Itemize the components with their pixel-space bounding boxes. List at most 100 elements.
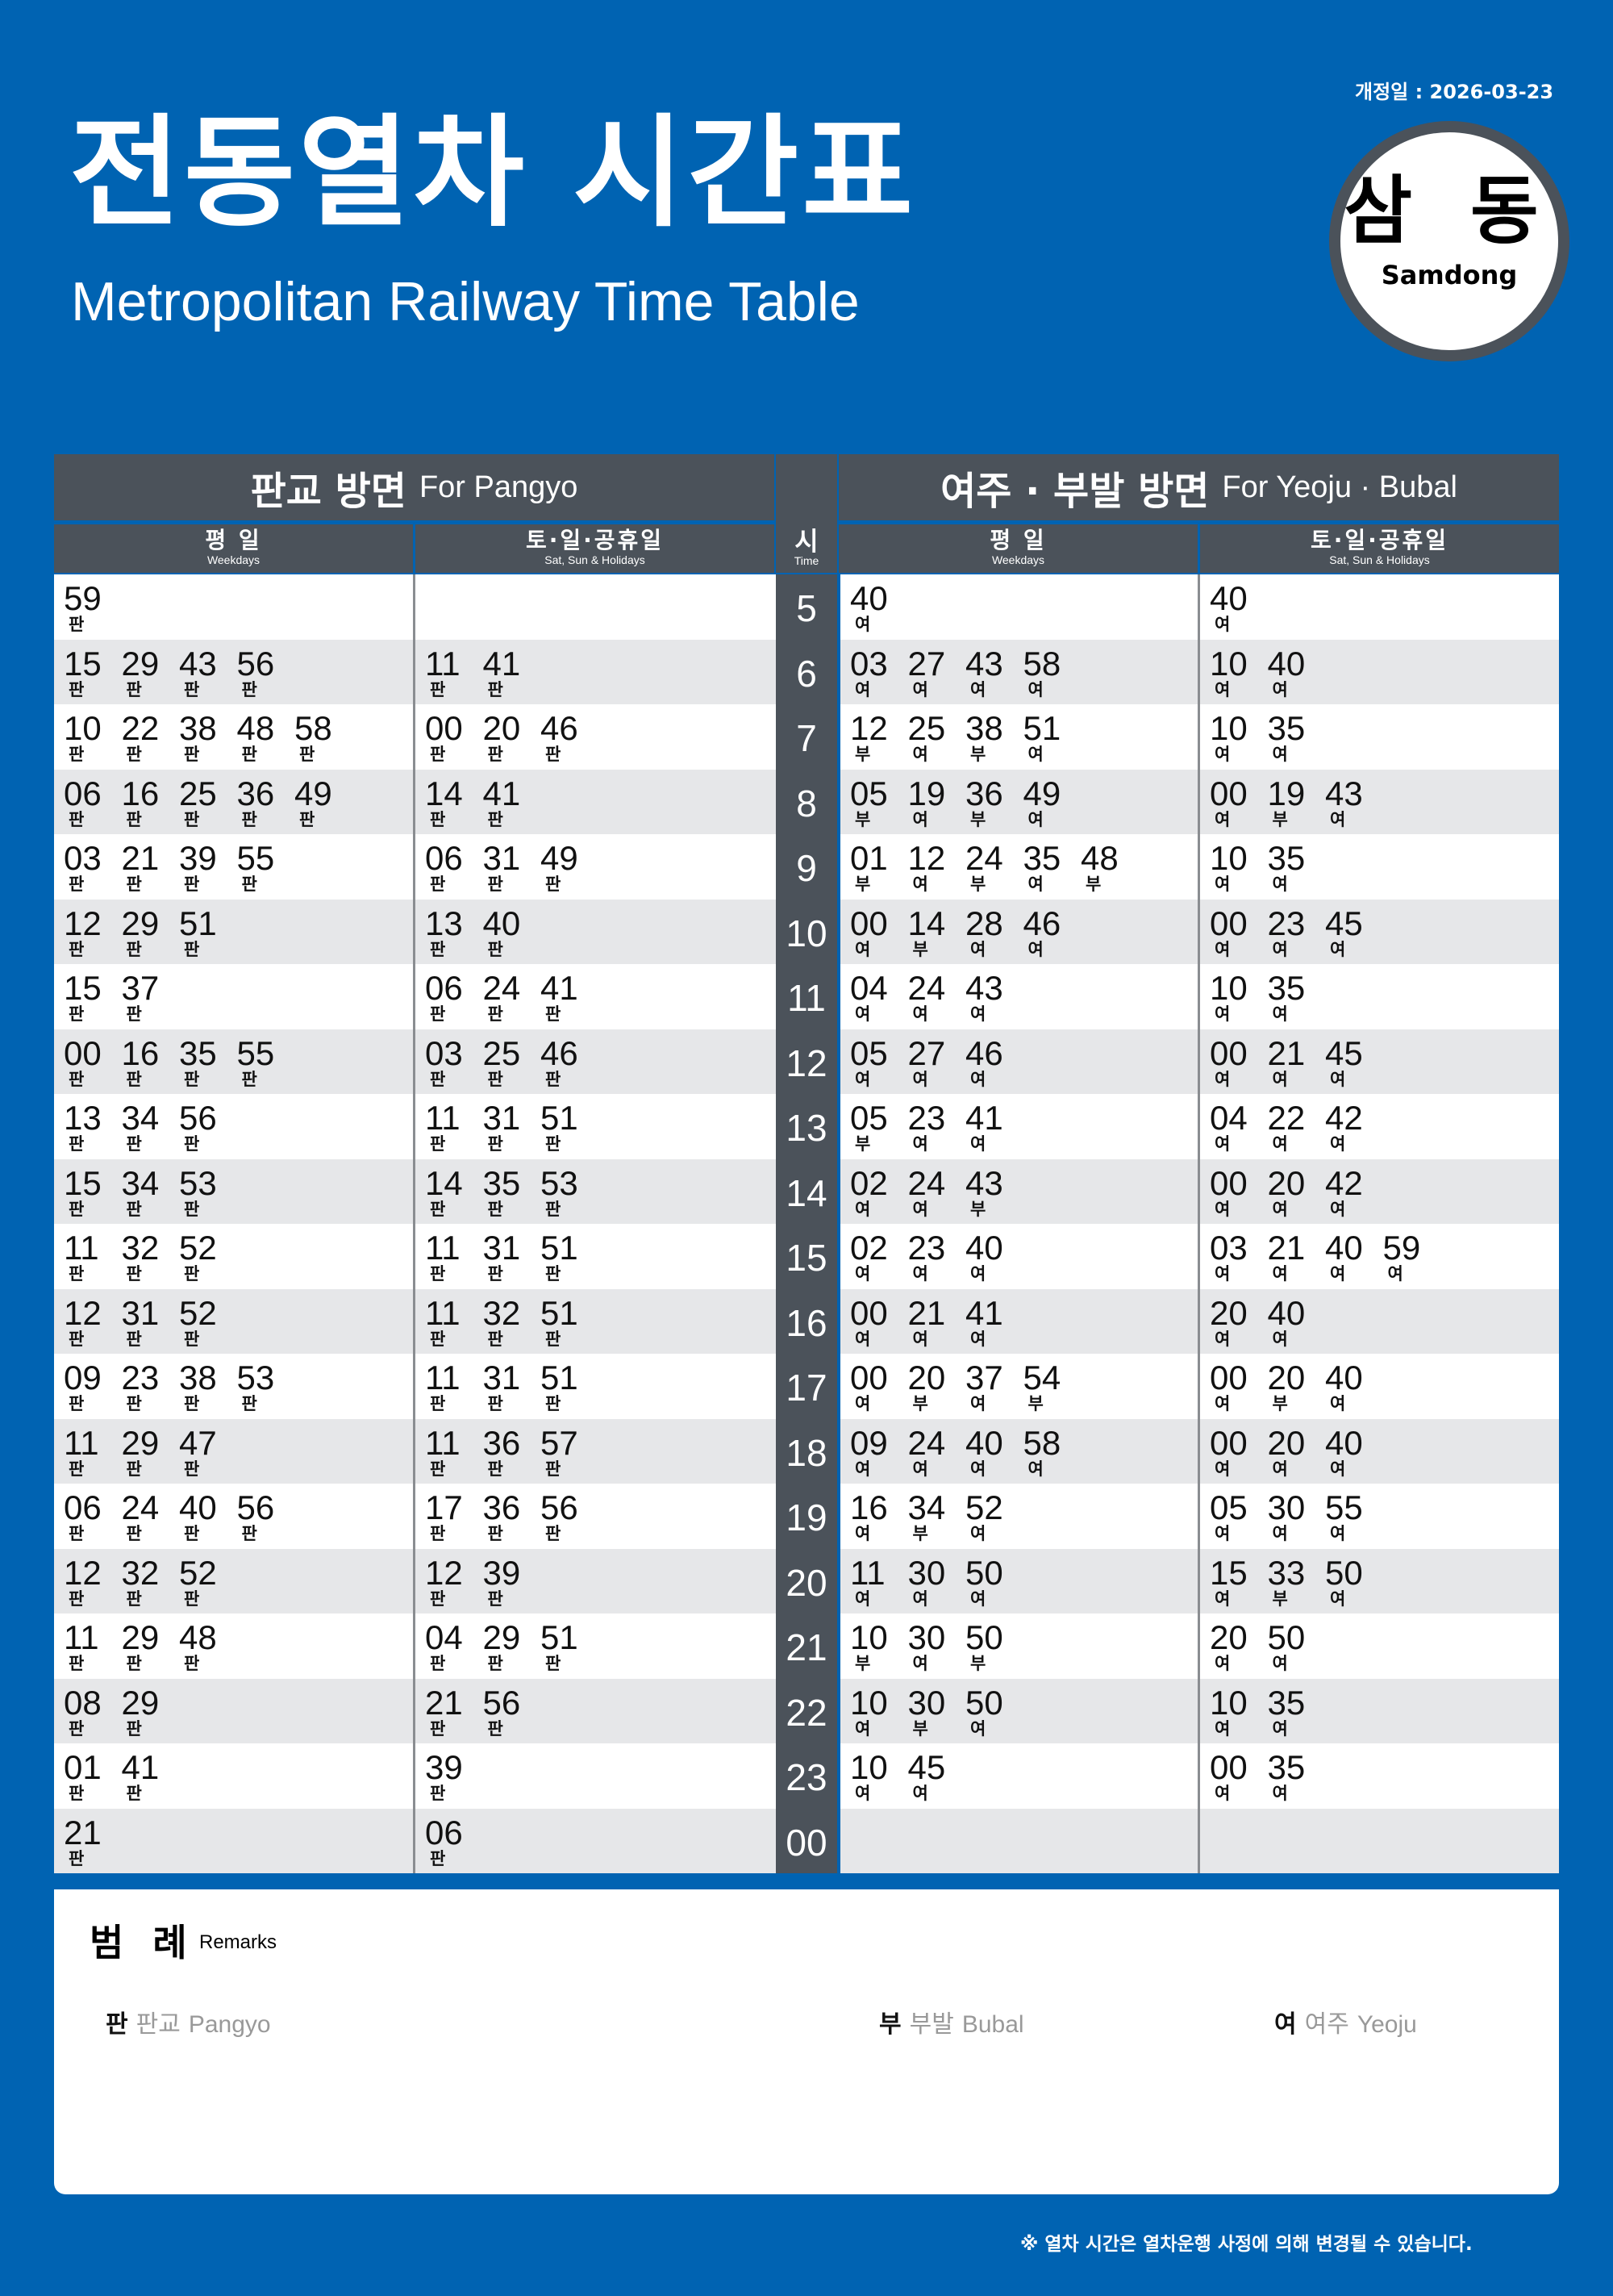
destination-tag: 판 [69, 1848, 85, 1868]
departure-minute: 38 [179, 1359, 217, 1396]
departure: 45 여 [1325, 1036, 1378, 1089]
departure-minute: 46 [965, 1033, 1003, 1072]
departure-minute: 40 [1325, 1423, 1363, 1462]
destination-tag: 판 [430, 1588, 446, 1609]
departure-minute: 12 [850, 709, 888, 747]
timetable-row: 03 판 21 판 39 판 55 판 06 판 31 판 49 판 01 부 12 여 24 부 35 여 48 부 10 여 3… [54, 834, 1559, 900]
destination-tag: 판 [430, 1394, 446, 1413]
departure-minute: 41 [965, 1293, 1003, 1332]
destination-tag: 여 [1330, 809, 1346, 829]
destination-tag: 여 [970, 1718, 986, 1739]
departure-minute: 30 [907, 1618, 946, 1656]
departure: 24 부 [965, 841, 1019, 895]
departure: 10 여 [1210, 841, 1263, 895]
destination-tag: 여 [1215, 809, 1231, 829]
timetable-row: 59 판 40 여 40 여 5 [54, 574, 1559, 640]
departure-minute: 00 [1210, 1033, 1248, 1072]
destination-tag: 판 [184, 939, 200, 959]
destination-tag: 판 [545, 745, 561, 764]
destination-tag: 판 [69, 809, 85, 829]
departure: 10 여 [850, 1685, 903, 1739]
departure-minute: 25 [907, 709, 946, 747]
destination-tag: 여 [1027, 809, 1044, 829]
departure: 00 여 [1210, 906, 1263, 959]
departure-minute: 40 [179, 1488, 217, 1526]
departure: 40 여 [1325, 1231, 1378, 1284]
departure-minute: 02 [850, 1163, 888, 1202]
destination-tag: 여 [855, 1069, 871, 1089]
departure: 12 판 [425, 1555, 478, 1609]
departure: 23 여 [1268, 906, 1321, 959]
destination-tag: 판 [430, 1848, 446, 1868]
departure-minute: 50 [965, 1683, 1003, 1722]
destination-tag: 판 [69, 1524, 85, 1543]
cell-pangyo-weekday: 59 판 [54, 574, 415, 640]
departure-minute: 34 [907, 1488, 946, 1526]
hour-label: 5 [776, 574, 837, 640]
departure: 53 판 [179, 1166, 232, 1219]
cell-yeoju-holiday: 00 여 35 여 [1200, 1743, 1559, 1809]
departure-minute: 57 [540, 1423, 578, 1462]
destination-tag: 판 [126, 809, 142, 829]
departure: 35 판 [483, 1166, 536, 1219]
departure-minute: 11 [64, 1423, 99, 1462]
departure-minute: 03 [425, 1033, 463, 1072]
destination-tag: 여 [855, 1718, 871, 1739]
destination-tag: 여 [970, 1394, 986, 1413]
departure-minute: 12 [907, 839, 946, 877]
departure-minute: 10 [850, 1618, 888, 1656]
departure-minute: 00 [850, 1359, 888, 1396]
legend-label-ko: 판교 [135, 2010, 181, 2039]
departure: 11 판 [425, 1101, 478, 1154]
departure: 06 판 [425, 971, 478, 1025]
departure: 00 여 [1210, 774, 1263, 829]
destination-tag: 여 [912, 1199, 928, 1219]
destination-tag: 여 [1387, 1264, 1403, 1284]
departure: 20 판 [483, 712, 536, 765]
departure-minute: 30 [907, 1683, 946, 1722]
departure: 35 여 [1268, 712, 1321, 765]
destination-tag: 판 [545, 1459, 561, 1479]
departure: 13 판 [425, 906, 478, 959]
destination-tag: 여 [912, 1004, 928, 1024]
departure: 50 여 [965, 1683, 1019, 1739]
departure-minute: 52 [179, 1229, 217, 1267]
departure: 30 여 [1267, 1488, 1321, 1544]
cell-yeoju-holiday: 10 여 35 여 [1200, 834, 1559, 900]
destination-tag: 판 [184, 875, 200, 894]
hour-label: 21 [776, 1613, 837, 1679]
departure-minute: 15 [1210, 1553, 1248, 1592]
departure-minute: 10 [1210, 1683, 1248, 1722]
departure: 24 여 [908, 1426, 961, 1479]
destination-tag: 여 [1027, 679, 1044, 699]
destination-tag: 판 [184, 1524, 200, 1543]
destination-tag: 여 [1272, 1264, 1288, 1284]
departure-minute: 11 [425, 1423, 461, 1462]
departure: 14 판 [425, 1166, 478, 1219]
departure-minute: 30 [1267, 1488, 1306, 1526]
departure-minute: 36 [965, 774, 1003, 812]
destination-tag: 판 [126, 1654, 142, 1673]
destination-tag: 판 [545, 1264, 561, 1284]
destination-tag: 여 [970, 1264, 986, 1284]
departure: 21 판 [425, 1685, 478, 1739]
departure-minute: 39 [425, 1748, 463, 1786]
departure-minute: 21 [1267, 1229, 1306, 1267]
departure: 43 판 [179, 646, 232, 699]
hour-label: 18 [776, 1418, 837, 1484]
destination-tag: 판 [430, 809, 446, 829]
destination-tag: 판 [69, 745, 85, 764]
cell-yeoju-weekday: 11 여 30 여 50 여 [840, 1548, 1200, 1613]
departure: 22 판 [122, 712, 175, 765]
departure-minute: 59 [1382, 1229, 1421, 1267]
departure: 17 판 [425, 1491, 478, 1544]
departure: 42 여 [1325, 1101, 1378, 1154]
departure-minute: 31 [482, 1359, 521, 1396]
departure: 29 판 [122, 1621, 175, 1674]
departure-minute: 00 [1210, 774, 1248, 812]
destination-tag: 부 [855, 1654, 871, 1673]
cell-pangyo-holiday: 06 판 24 판 41 판 [415, 964, 776, 1029]
cell-pangyo-holiday: 11 판 32 판 51 판 [415, 1288, 776, 1354]
departure: 36 부 [965, 774, 1019, 829]
destination-tag: 판 [545, 1329, 561, 1349]
